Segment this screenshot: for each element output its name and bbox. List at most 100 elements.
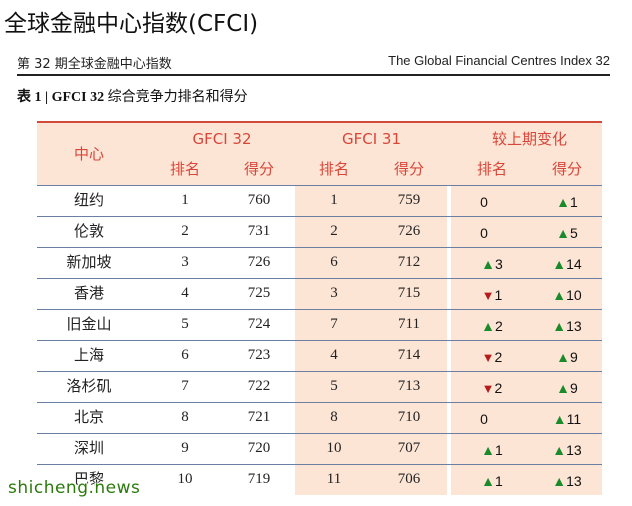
down-triangle-icon: ▼ xyxy=(481,288,495,303)
cell-score31: 711 xyxy=(398,316,420,332)
cell-score_chg: ▲9 xyxy=(532,342,602,373)
cell-score32: 760 xyxy=(247,192,271,208)
up-triangle-icon: ▲ xyxy=(552,318,567,334)
cell-rank32: 3 xyxy=(181,254,189,270)
change-value: 13 xyxy=(566,442,582,458)
cell-rank32: 10 xyxy=(177,471,193,487)
row-divider xyxy=(37,464,602,465)
subheader-rank-31: 排名 xyxy=(318,160,349,178)
up-triangle-icon: ▲ xyxy=(556,380,571,396)
cell-rank31: 6 xyxy=(330,254,338,270)
row-divider xyxy=(37,402,602,403)
down-triangle-icon: ▼ xyxy=(481,350,495,365)
up-triangle-icon: ▲ xyxy=(481,473,496,489)
cell-score32: 726 xyxy=(247,254,271,270)
cell-rank_chg: 0 xyxy=(449,404,519,435)
cell-score31: 713 xyxy=(397,378,421,394)
cell-rank31: 10 xyxy=(326,440,342,456)
change-value: 3 xyxy=(495,256,503,272)
cell-rank31: 5 xyxy=(330,378,338,394)
change-value: 13 xyxy=(566,473,582,489)
change-value: 2 xyxy=(495,318,503,334)
watermark: shicheng.news xyxy=(8,478,141,498)
cell-rank_chg: ▲3 xyxy=(457,249,527,280)
cell-city: 旧金山 xyxy=(66,315,112,333)
cell-rank_chg: 0 xyxy=(449,187,519,218)
report-title-en: The Global Financial Centres Index 32 xyxy=(388,53,610,68)
cell-score32: 724 xyxy=(247,316,271,332)
cell-rank_chg: 0 xyxy=(449,218,519,249)
cell-score31: 706 xyxy=(397,471,421,487)
change-value: 11 xyxy=(566,411,582,427)
cell-rank_chg: ▼2 xyxy=(457,373,527,404)
up-triangle-icon: ▲ xyxy=(552,256,567,272)
subheader-score-32: 得分 xyxy=(243,160,274,178)
cell-city: 巴黎 xyxy=(73,470,104,488)
change-value: 9 xyxy=(570,349,578,365)
cell-score_chg: ▲5 xyxy=(532,218,602,249)
cell-rank_chg: ▲1 xyxy=(457,435,527,466)
cell-rank31: 4 xyxy=(330,347,338,363)
change-value: 1 xyxy=(570,194,578,210)
header-gfci31: GFCI 31 xyxy=(341,130,401,148)
cell-city: 洛杉矶 xyxy=(66,377,112,395)
down-triangle-icon: ▼ xyxy=(481,381,495,396)
cell-score31: 707 xyxy=(397,440,421,456)
cell-rank_chg: ▼2 xyxy=(457,342,527,373)
table-caption-text: 综合竞争力排名和得分 xyxy=(104,90,248,105)
header-divider xyxy=(37,185,602,186)
cell-score32: 731 xyxy=(247,223,271,239)
cell-score_chg: ▲1 xyxy=(532,187,602,218)
up-triangle-icon: ▲ xyxy=(481,318,496,334)
cell-rank32: 2 xyxy=(181,223,189,239)
up-triangle-icon: ▲ xyxy=(481,442,496,458)
cell-score31: 714 xyxy=(397,347,421,363)
cell-rank_chg: ▼1 xyxy=(457,280,527,311)
cell-score32: 723 xyxy=(247,347,271,363)
up-triangle-icon: ▲ xyxy=(556,194,571,210)
change-value: 14 xyxy=(566,256,582,272)
subheader-score-31: 得分 xyxy=(393,160,424,178)
table-header-background xyxy=(37,123,602,185)
change-value: 0 xyxy=(480,225,488,241)
cell-city: 纽约 xyxy=(73,191,104,209)
change-value: 1 xyxy=(495,473,503,489)
cell-score32: 720 xyxy=(247,440,271,456)
cell-rank31: 8 xyxy=(330,409,338,425)
cell-rank_chg: ▲2 xyxy=(457,311,527,342)
page-title: 全球金融中心指数(CFCI) xyxy=(4,11,259,37)
up-triangle-icon: ▲ xyxy=(481,256,496,272)
change-value: 13 xyxy=(566,318,582,334)
cell-rank32: 6 xyxy=(181,347,189,363)
row-divider xyxy=(37,433,602,434)
cell-rank31: 2 xyxy=(330,223,338,239)
cell-score_chg: ▲9 xyxy=(532,373,602,404)
cell-score_chg: ▲13 xyxy=(532,311,602,342)
up-triangle-icon: ▲ xyxy=(556,349,571,365)
table-caption: 表 1 | GFCI 32 综合竞争力排名和得分 xyxy=(17,86,248,106)
cell-rank32: 8 xyxy=(181,409,189,425)
report-title-cn: 第 32 期全球金融中心指数 xyxy=(17,57,172,72)
cell-city: 香港 xyxy=(73,284,104,302)
cell-rank31: 3 xyxy=(330,285,338,301)
cell-rank31: 11 xyxy=(326,471,342,487)
header-gfci32: GFCI 32 xyxy=(192,130,252,148)
change-value: 0 xyxy=(480,194,488,210)
cell-city: 北京 xyxy=(73,408,104,426)
cell-score31: 715 xyxy=(397,285,421,301)
subheader-rank-change: 排名 xyxy=(476,160,507,178)
change-value: 9 xyxy=(570,380,578,396)
cell-score31: 726 xyxy=(397,223,421,239)
cell-score_chg: ▲13 xyxy=(532,435,602,466)
cell-rank31: 7 xyxy=(330,316,338,332)
report-header: 第 32 期全球金融中心指数 The Global Financial Cent… xyxy=(17,52,610,76)
row-divider xyxy=(37,278,602,279)
change-value: 1 xyxy=(494,287,503,303)
row-divider xyxy=(37,247,602,248)
cell-rank32: 7 xyxy=(181,378,189,394)
cell-score_chg: ▲11 xyxy=(532,404,602,435)
change-value: 2 xyxy=(494,349,503,365)
row-divider xyxy=(37,371,602,372)
cell-score_chg: ▲13 xyxy=(532,466,602,497)
cell-score32: 719 xyxy=(247,471,271,487)
